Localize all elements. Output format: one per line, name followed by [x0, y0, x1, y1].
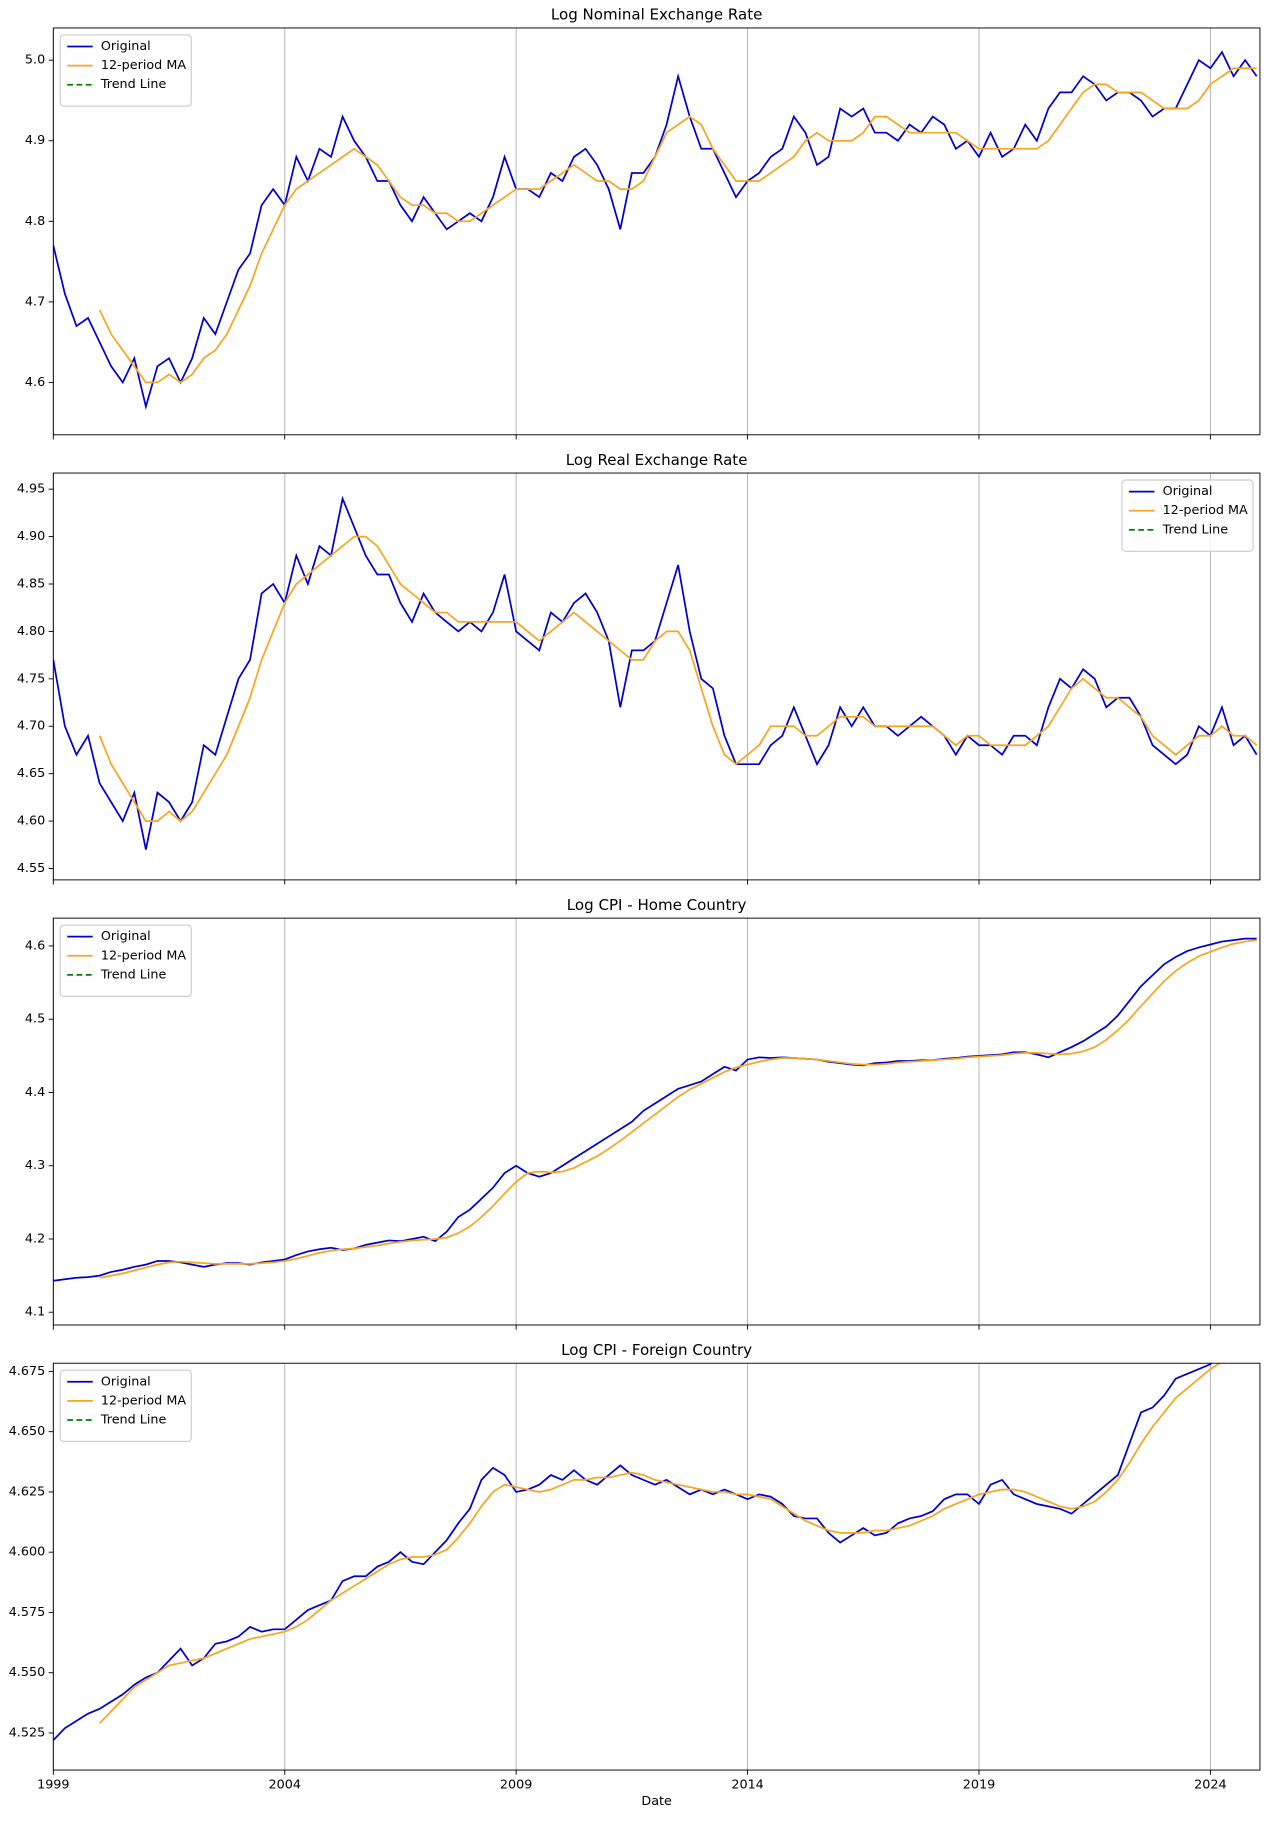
y-tick-label: 4.600 [9, 1545, 46, 1560]
y-tick-label: 4.85 [17, 577, 45, 592]
axes-frame [52, 27, 1261, 436]
legend-label: Trend Line [100, 967, 167, 982]
x-tick-label: 2009 [500, 1778, 532, 1793]
y-tick-label: 5.0 [25, 53, 45, 68]
legend-label: Original [101, 929, 151, 944]
y-tick-label: 4.550 [9, 1665, 46, 1680]
series-line [98, 67, 1257, 384]
y-tick-label: 4.525 [9, 1725, 46, 1740]
legend-box [59, 1369, 192, 1443]
x-axis-label: Date [641, 1794, 672, 1809]
y-tick-label: 4.4 [25, 1085, 45, 1100]
legend-label: Original [101, 1374, 151, 1389]
legend-label: 12-period MA [101, 948, 186, 963]
y-tick-label: 4.70 [17, 719, 45, 734]
legend-label: 12-period MA [101, 1393, 186, 1408]
y-tick-label: 4.5 [25, 1012, 45, 1027]
y-tick-label: 4.75 [17, 671, 45, 686]
y-tick-label: 4.6 [25, 375, 45, 390]
x-tick-label: 1999 [37, 1778, 69, 1793]
y-tick-label: 4.625 [9, 1484, 46, 1499]
series-line [98, 535, 1258, 823]
chart-title: Log CPI - Foreign Country [561, 1341, 752, 1359]
legend-label: 12-period MA [1163, 503, 1248, 518]
y-tick-label: 4.7 [25, 294, 45, 309]
series-line [53, 1363, 1212, 1741]
legend-label: Original [1163, 484, 1213, 499]
y-tick-label: 4.60 [17, 814, 45, 829]
y-tick-label: 4.675 [9, 1364, 46, 1379]
chart-title: Log Nominal Exchange Rate [551, 6, 763, 24]
legend-label: Trend Line [100, 77, 167, 92]
legend-box [59, 34, 192, 107]
axes-frame [52, 472, 1261, 881]
legend-label: Trend Line [100, 1413, 167, 1428]
x-tick-label: 2019 [963, 1778, 995, 1793]
series-line [53, 937, 1257, 1282]
y-tick-label: 4.65 [17, 766, 45, 781]
y-tick-label: 4.9 [25, 133, 45, 148]
chart-title: Log Real Exchange Rate [566, 451, 748, 469]
y-tick-label: 4.55 [17, 861, 45, 876]
legend-box [1121, 479, 1254, 552]
y-tick-label: 4.6 [25, 938, 45, 953]
y-tick-label: 4.95 [17, 482, 45, 497]
series-line [99, 939, 1257, 1279]
y-tick-label: 4.3 [25, 1158, 45, 1173]
axes-frame [52, 1362, 1261, 1771]
y-tick-label: 4.90 [17, 529, 45, 544]
y-tick-label: 4.575 [9, 1605, 46, 1620]
series-line [98, 1363, 1222, 1724]
y-tick-label: 4.80 [17, 624, 45, 639]
axes-frame [52, 917, 1261, 1326]
y-tick-label: 4.2 [25, 1231, 45, 1246]
legend-box [59, 924, 192, 997]
y-tick-label: 4.1 [25, 1305, 45, 1320]
y-tick-label: 4.650 [9, 1424, 46, 1439]
y-tick-label: 4.8 [25, 214, 45, 229]
series-line [53, 50, 1258, 411]
series-line [53, 495, 1258, 850]
x-tick-label: 2004 [269, 1778, 301, 1793]
legend-label: Original [101, 39, 151, 54]
x-tick-label: 2024 [1194, 1778, 1226, 1793]
legend-label: 12-period MA [101, 58, 186, 73]
x-tick-label: 2014 [731, 1778, 763, 1793]
chart-title: Log CPI - Home Country [567, 896, 747, 914]
legend-label: Trend Line [1162, 522, 1229, 537]
